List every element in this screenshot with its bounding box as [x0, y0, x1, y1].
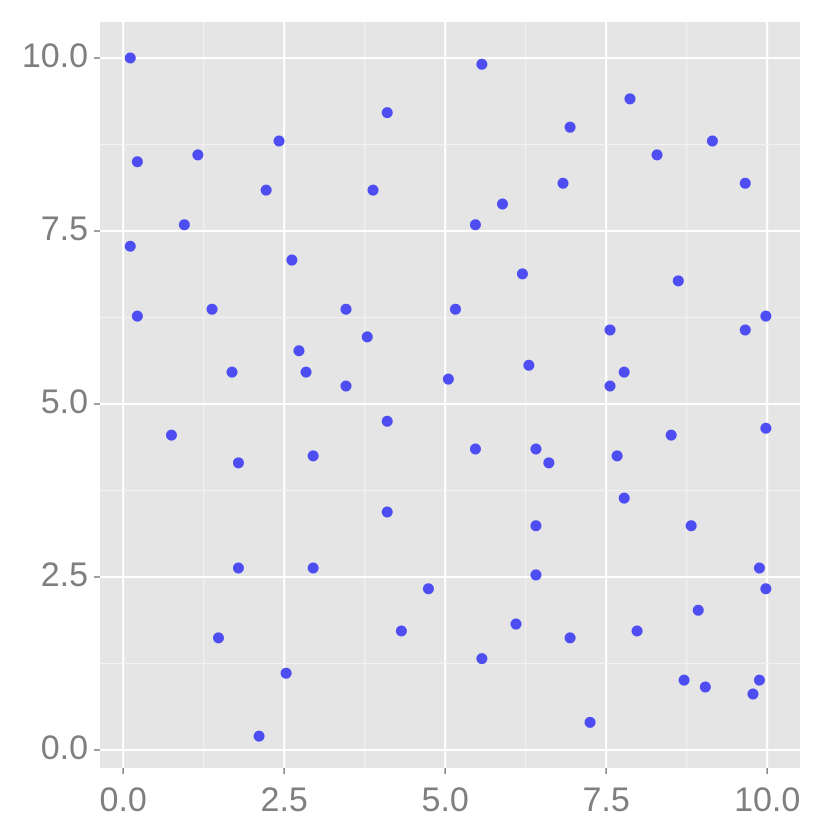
- point: [564, 121, 576, 133]
- point: [604, 380, 616, 392]
- point: [692, 604, 704, 616]
- point: [530, 520, 542, 532]
- x-tick-label: 5.0: [422, 781, 469, 819]
- point: [340, 303, 352, 315]
- point: [760, 310, 772, 322]
- point: [739, 324, 751, 336]
- point: [232, 457, 244, 469]
- point: [422, 583, 434, 595]
- point: [212, 632, 224, 644]
- point: [530, 569, 542, 581]
- y-tick-label: 10.0: [22, 37, 88, 75]
- point: [469, 219, 481, 231]
- point: [232, 562, 244, 574]
- point: [584, 716, 596, 728]
- point: [631, 625, 643, 637]
- x-tick-label: 10.0: [734, 781, 800, 819]
- point: [685, 520, 697, 532]
- y-tick-label: 5.0: [41, 383, 88, 421]
- point: [706, 135, 718, 147]
- point: [286, 254, 298, 266]
- point: [340, 380, 352, 392]
- point: [124, 240, 136, 252]
- point: [124, 52, 136, 64]
- point: [361, 331, 373, 343]
- y-tick-label: 0.0: [41, 729, 88, 767]
- point: [206, 303, 218, 315]
- point: [476, 58, 488, 70]
- point: [747, 688, 759, 700]
- point: [760, 422, 772, 434]
- y-tick-label: 7.5: [41, 210, 88, 248]
- x-tick-label: 2.5: [261, 781, 308, 819]
- point: [557, 177, 569, 189]
- point: [665, 429, 677, 441]
- point: [381, 107, 393, 119]
- point: [280, 667, 292, 679]
- point: [618, 492, 630, 504]
- point: [307, 562, 319, 574]
- point: [260, 184, 272, 196]
- x-tick-label: 0.0: [100, 781, 147, 819]
- point: [510, 618, 522, 630]
- point: [624, 93, 636, 105]
- point: [253, 730, 265, 742]
- point: [367, 184, 379, 196]
- point: [604, 324, 616, 336]
- point: [739, 177, 751, 189]
- point: [699, 681, 711, 693]
- point: [651, 149, 663, 161]
- point: [273, 135, 285, 147]
- point: [293, 345, 305, 357]
- point: [300, 366, 312, 378]
- x-tick-label: 7.5: [583, 781, 630, 819]
- y-tick-label: 2.5: [41, 556, 88, 594]
- point: [178, 219, 190, 231]
- point: [165, 429, 177, 441]
- point: [564, 632, 576, 644]
- point: [678, 674, 690, 686]
- point: [753, 562, 765, 574]
- point: [442, 373, 454, 385]
- point: [611, 450, 623, 462]
- point: [496, 198, 508, 210]
- point: [131, 310, 143, 322]
- point: [449, 303, 461, 315]
- point: [226, 366, 238, 378]
- point: [381, 415, 393, 427]
- point: [618, 366, 630, 378]
- point: [523, 359, 535, 371]
- point: [753, 674, 765, 686]
- point: [516, 268, 528, 280]
- point: [192, 149, 204, 161]
- point: [307, 450, 319, 462]
- point: [530, 443, 542, 455]
- point: [381, 506, 393, 518]
- point: [760, 583, 772, 595]
- point: [131, 156, 143, 168]
- panel: [100, 22, 800, 768]
- point: [672, 275, 684, 287]
- point: [543, 457, 555, 469]
- point: [469, 443, 481, 455]
- point: [395, 625, 407, 637]
- point: [476, 653, 488, 665]
